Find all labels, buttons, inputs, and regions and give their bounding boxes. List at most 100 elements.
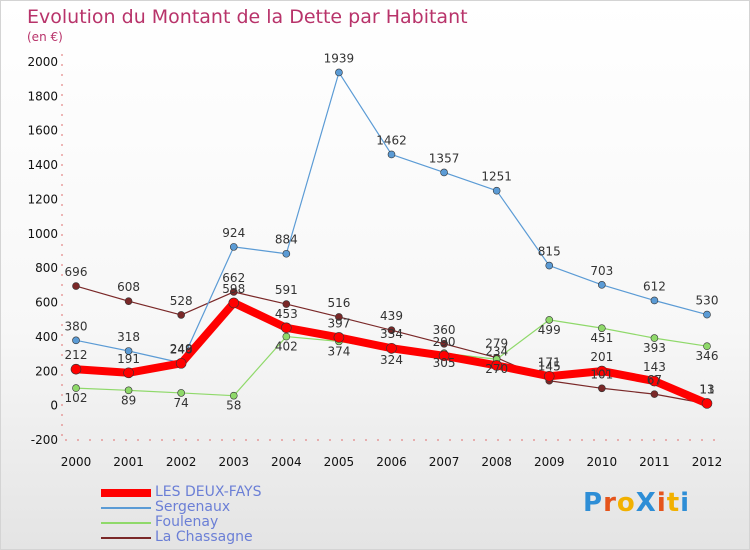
data-label: 451 (590, 331, 613, 345)
y-tick-label: 2000 (27, 55, 58, 69)
data-label: 234 (485, 344, 508, 358)
y-tick-label: 1400 (27, 158, 58, 172)
data-point (72, 336, 80, 345)
data-point (438, 350, 450, 362)
data-point (596, 365, 608, 377)
data-point (545, 316, 554, 324)
data-label: 58 (226, 399, 241, 413)
data-point (124, 297, 133, 305)
legend-item: La Chassagne (101, 529, 401, 546)
x-tick-label: 2009 (534, 455, 565, 469)
data-label: 67 (647, 373, 662, 387)
data-label: 815 (538, 245, 561, 259)
data-point (123, 367, 134, 379)
data-point (282, 249, 291, 258)
data-label: 1251 (481, 170, 512, 184)
data-label: 318 (117, 330, 140, 344)
data-label: 1939 (324, 51, 355, 65)
data-point (598, 281, 606, 289)
chart-subtitle: (en €) (27, 30, 63, 44)
data-point (492, 186, 501, 195)
data-point (387, 150, 396, 159)
data-label: 516 (327, 296, 350, 310)
data-label: 143 (643, 360, 666, 374)
data-label: 201 (590, 350, 613, 364)
data-label: 530 (696, 294, 719, 308)
legend-item: Sergenaux (101, 499, 401, 516)
y-tick-label: 200 (35, 364, 58, 378)
brand-letter: t (666, 488, 681, 518)
data-point (228, 297, 240, 309)
data-label: 74 (174, 396, 189, 410)
data-label: 924 (222, 226, 245, 240)
brand-letter: i (656, 488, 667, 518)
data-point (72, 282, 80, 290)
brand-letter: i (680, 488, 691, 518)
x-tick-label: 2005 (324, 455, 355, 469)
y-tick-label: 1200 (27, 192, 58, 206)
data-label: 662 (222, 271, 245, 285)
data-label: 191 (117, 352, 140, 366)
data-point (440, 339, 448, 348)
y-tick-label: 1600 (27, 124, 58, 138)
data-label: 360 (433, 323, 456, 337)
data-point (124, 347, 133, 355)
x-tick-label: 2006 (376, 455, 407, 469)
data-point (545, 261, 554, 270)
data-point (650, 334, 659, 342)
data-point (491, 360, 502, 371)
data-label: 439 (380, 309, 403, 323)
data-point (175, 358, 187, 369)
data-point (335, 68, 343, 77)
data-label: 290 (433, 335, 456, 349)
data-label: 380 (65, 319, 88, 333)
data-label: 102 (65, 391, 88, 405)
data-label: 453 (275, 307, 298, 321)
data-label: 346 (696, 349, 719, 363)
data-point (543, 370, 555, 382)
brand-letter: o (616, 488, 636, 518)
x-tick-label: 2002 (166, 455, 197, 469)
x-tick-label: 2000 (61, 455, 92, 469)
data-label: 528 (170, 294, 193, 308)
legend-label: La Chassagne (155, 529, 253, 545)
data-label: 393 (643, 341, 666, 355)
data-label: 703 (590, 264, 613, 278)
data-label: 249 (170, 342, 193, 356)
data-point (177, 389, 185, 397)
chart-legend: LES DEUX-FAYS Sergenaux Foulenay La Chassag… (101, 484, 401, 546)
x-tick-label: 2012 (692, 455, 723, 469)
legend-label: LES DEUX-FAYS (155, 484, 262, 500)
legend-label: Foulenay (155, 514, 219, 530)
data-point (386, 342, 397, 354)
legend-swatch (101, 507, 151, 509)
x-tick-label: 2011 (639, 455, 670, 469)
data-label: 11 (699, 383, 714, 397)
data-label: 212 (65, 348, 88, 362)
legend-swatch (101, 522, 151, 524)
data-label: 1357 (429, 151, 460, 165)
data-label: 145 (538, 360, 561, 374)
data-point (649, 375, 660, 387)
data-label: 305 (433, 356, 456, 370)
data-label: 171 (538, 355, 561, 369)
data-label: 374 (327, 344, 350, 358)
legend-swatch (101, 537, 151, 539)
data-point (333, 332, 345, 343)
data-point (70, 363, 82, 375)
x-tick-label: 2008 (481, 455, 512, 469)
data-label: 13 (699, 382, 714, 396)
y-tick-label: 400 (35, 330, 58, 344)
data-point (177, 311, 185, 319)
data-point (124, 386, 133, 395)
data-point (703, 342, 711, 350)
data-point (440, 168, 448, 177)
y-tick-label: 0 (50, 399, 58, 413)
data-label: 612 (643, 279, 666, 293)
data-point (72, 384, 80, 392)
brand-letter: r (603, 488, 617, 518)
data-label: 696 (65, 265, 88, 279)
data-label: 101 (590, 367, 613, 381)
data-label: 270 (485, 362, 508, 376)
